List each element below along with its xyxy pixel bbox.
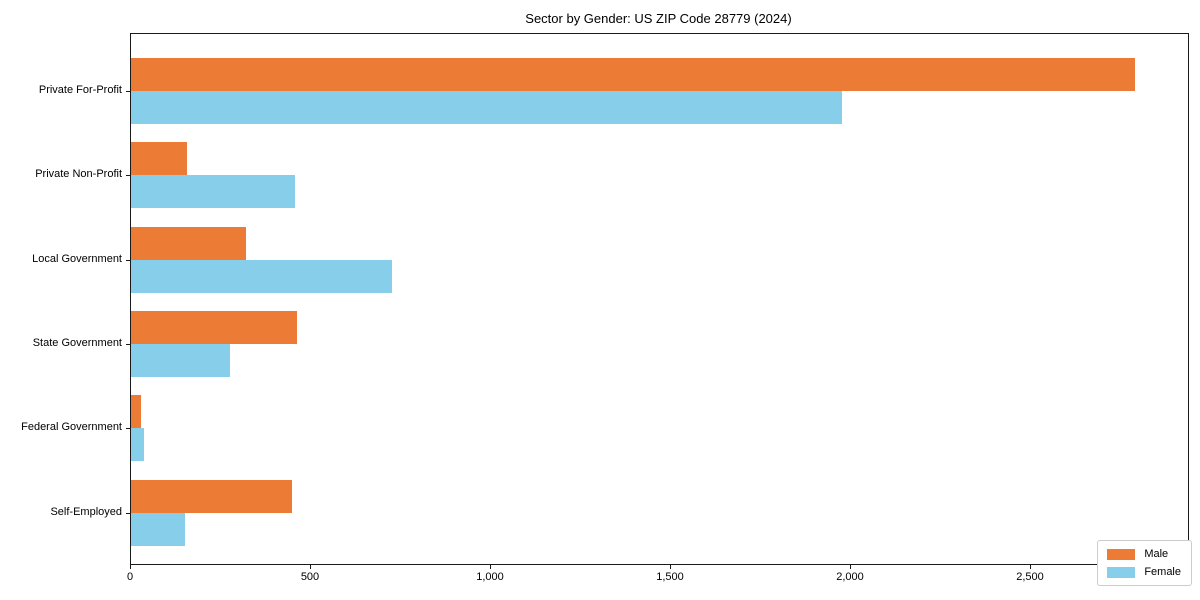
bar-female-state-government — [131, 343, 230, 377]
bar-male-self-employed — [131, 479, 292, 513]
x-axis-tick — [130, 564, 131, 569]
y-axis-label-private-for-profit: Private For-Profit — [38, 84, 122, 96]
legend-entry-male: Male — [1107, 548, 1181, 560]
x-axis-tick — [1030, 564, 1031, 569]
x-axis-label-0: 0 — [126, 571, 134, 583]
y-axis-tick — [126, 91, 131, 92]
y-axis-tick — [126, 428, 131, 430]
y-axis-tick — [126, 512, 131, 514]
y-axis-label-private-non-profit: Private Non-Profit — [35, 168, 122, 181]
x-axis-tick — [490, 564, 491, 569]
y-axis-label-local-government: Local Government — [32, 252, 122, 265]
x-axis-tick — [670, 564, 671, 569]
bar-female-private-for-profit — [131, 91, 842, 124]
bar-male-local-government — [131, 226, 247, 260]
bar-female-local-government — [131, 259, 392, 293]
y-axis-label-federal-government: Federal Government — [21, 421, 122, 434]
male-swatch — [1107, 548, 1136, 560]
legend-label-male: Male — [1144, 548, 1169, 560]
bar-male-private-non-profit — [131, 142, 187, 176]
x-axis-label-500: 500 — [300, 571, 320, 583]
female-swatch — [1107, 566, 1136, 578]
x-axis-label-2500: 2,500 — [1016, 571, 1044, 583]
y-axis-tick — [126, 175, 131, 177]
chart-title: Sector by Gender: US ZIP Code 28779 (202… — [525, 11, 792, 26]
bar-male-state-government — [131, 310, 298, 344]
legend-entry-female: Female — [1107, 566, 1181, 578]
bar-male-private-for-profit — [131, 58, 1136, 91]
y-axis-tick — [126, 259, 131, 261]
bar-male-federal-government — [131, 395, 142, 429]
y-axis-label-state-government: State Government — [32, 336, 122, 349]
plot-area — [126, 33, 1189, 565]
y-axis-label-self-employed: Self-Employed — [50, 505, 122, 518]
legend-label-female: Female — [1144, 566, 1181, 578]
x-axis-label-1000: 1,000 — [476, 571, 504, 583]
x-axis-tick — [850, 564, 851, 569]
y-axis-tick — [126, 343, 131, 345]
x-axis-tick — [310, 564, 311, 569]
x-axis-label-2000: 2,000 — [836, 571, 864, 583]
bar-female-federal-government — [131, 428, 145, 462]
bar-female-private-non-profit — [131, 175, 295, 209]
x-axis-label-1500: 1,500 — [656, 571, 684, 583]
bar-female-self-employed — [131, 512, 185, 546]
legend: Male Female — [1097, 540, 1192, 586]
